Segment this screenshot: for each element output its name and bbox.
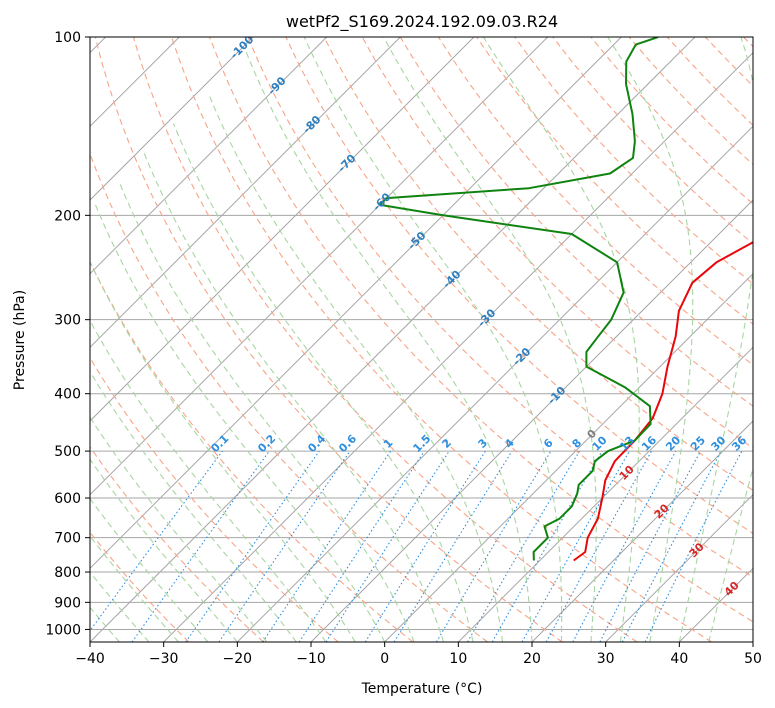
background-lines: [90, 37, 753, 642]
isotherm-line: [90, 37, 475, 422]
dry-adiabat: [90, 356, 339, 642]
y-tick-label: 700: [54, 531, 81, 547]
mixing-ratio-line: [325, 450, 450, 642]
isotherm-line: [90, 37, 328, 275]
y-tick-label: 800: [54, 565, 81, 581]
y-tick-label: 600: [54, 491, 81, 507]
x-tick-label: 20: [523, 651, 541, 667]
x-tick-label: 40: [670, 651, 688, 667]
x-tick-label: −20: [223, 651, 253, 667]
dry-adiabat: [285, 37, 753, 535]
dry-adiabat: [170, 37, 712, 642]
moist-adiabat: [90, 571, 150, 642]
moist-adiabat: [118, 180, 415, 642]
mixing-ratio-line: [185, 450, 320, 642]
isotherm-line: [90, 37, 549, 496]
moist-adiabat: [90, 497, 209, 642]
moist-adiabat: [172, 123, 474, 642]
moist-adiabat: [90, 319, 327, 642]
mixing-ratio-line: [545, 450, 653, 642]
isotherm-line: [236, 125, 753, 642]
isotherm-line: [384, 272, 753, 642]
dry-adiabat: [476, 37, 753, 325]
isotherm-line: [90, 37, 622, 570]
mixing-ratio-line: [521, 450, 630, 642]
dry-adiabat: [247, 37, 753, 578]
y-tick-label: 500: [54, 444, 81, 460]
x-tick-label: −10: [296, 651, 326, 667]
dewpoint-profile: [378, 37, 659, 561]
dry-adiabat: [514, 37, 753, 285]
moist-adiabat: [244, 49, 533, 642]
mixing-ratio-line: [393, 450, 513, 642]
moist-adiabat: [383, 37, 597, 642]
dry-adiabat: [323, 37, 753, 492]
mixing-ratio-line: [644, 450, 743, 642]
mixing-ratio-line: [262, 450, 392, 642]
moist-adiabat: [90, 535, 179, 642]
y-tick-label: 900: [54, 595, 81, 611]
temperature-profile: [573, 241, 753, 562]
x-tick-label: 10: [449, 651, 467, 667]
dry-adiabat: [94, 37, 563, 642]
isotherm-line: [90, 37, 254, 201]
axes: −40 −30 −20 −10 0 10 20 30 40 50 100 200 300 400 500 60…: [45, 30, 762, 667]
moist-adiabat: [93, 201, 386, 642]
mixing-ratio-line: [572, 450, 677, 642]
moist-adiabat: [142, 149, 445, 642]
mixing-ratio-line: [298, 450, 425, 642]
dry-adiabat: [132, 37, 638, 642]
y-tick-label: 200: [54, 208, 81, 224]
mixing-ratio-line: [131, 450, 270, 642]
x-tick-label: 0: [380, 651, 389, 667]
isotherm-line: [605, 493, 753, 642]
x-tick-label: −40: [75, 651, 105, 667]
x-axis-title: Temperature (°C): [361, 681, 483, 697]
isotherm-line: [163, 51, 753, 642]
moist-adiabat: [208, 94, 504, 642]
moist-adiabat: [90, 370, 297, 642]
y-tick-label: 400: [54, 387, 81, 403]
dry-adiabat: [209, 37, 753, 623]
y-tick-label: 300: [54, 313, 81, 329]
plot-frame: [89, 36, 754, 643]
moist-adiabat: [90, 416, 268, 642]
mixing-ratio-line: [90, 450, 223, 632]
y-tick-label: 1000: [45, 622, 81, 638]
x-tick-label: 50: [744, 651, 762, 667]
chart-title: wetPf2_S169.2024.192.09.03.R24: [286, 12, 558, 32]
y-tick-label: 100: [54, 30, 81, 46]
x-tick-label: −30: [149, 651, 179, 667]
moist-adiabat: [607, 37, 694, 642]
moist-adiabat: [90, 260, 356, 642]
moist-adiabat: [303, 37, 563, 642]
isotherm-line: [90, 37, 401, 349]
isotherm-line: [90, 37, 696, 642]
moist-adiabat: [708, 465, 753, 642]
profiles: [378, 37, 753, 562]
moist-adiabat: [678, 37, 753, 642]
x-tick-label: 30: [597, 651, 615, 667]
mixing-ratio-line: [218, 450, 351, 642]
y-axis-title: Pressure (hPa): [12, 290, 28, 390]
dry-adiabat: [90, 445, 264, 642]
